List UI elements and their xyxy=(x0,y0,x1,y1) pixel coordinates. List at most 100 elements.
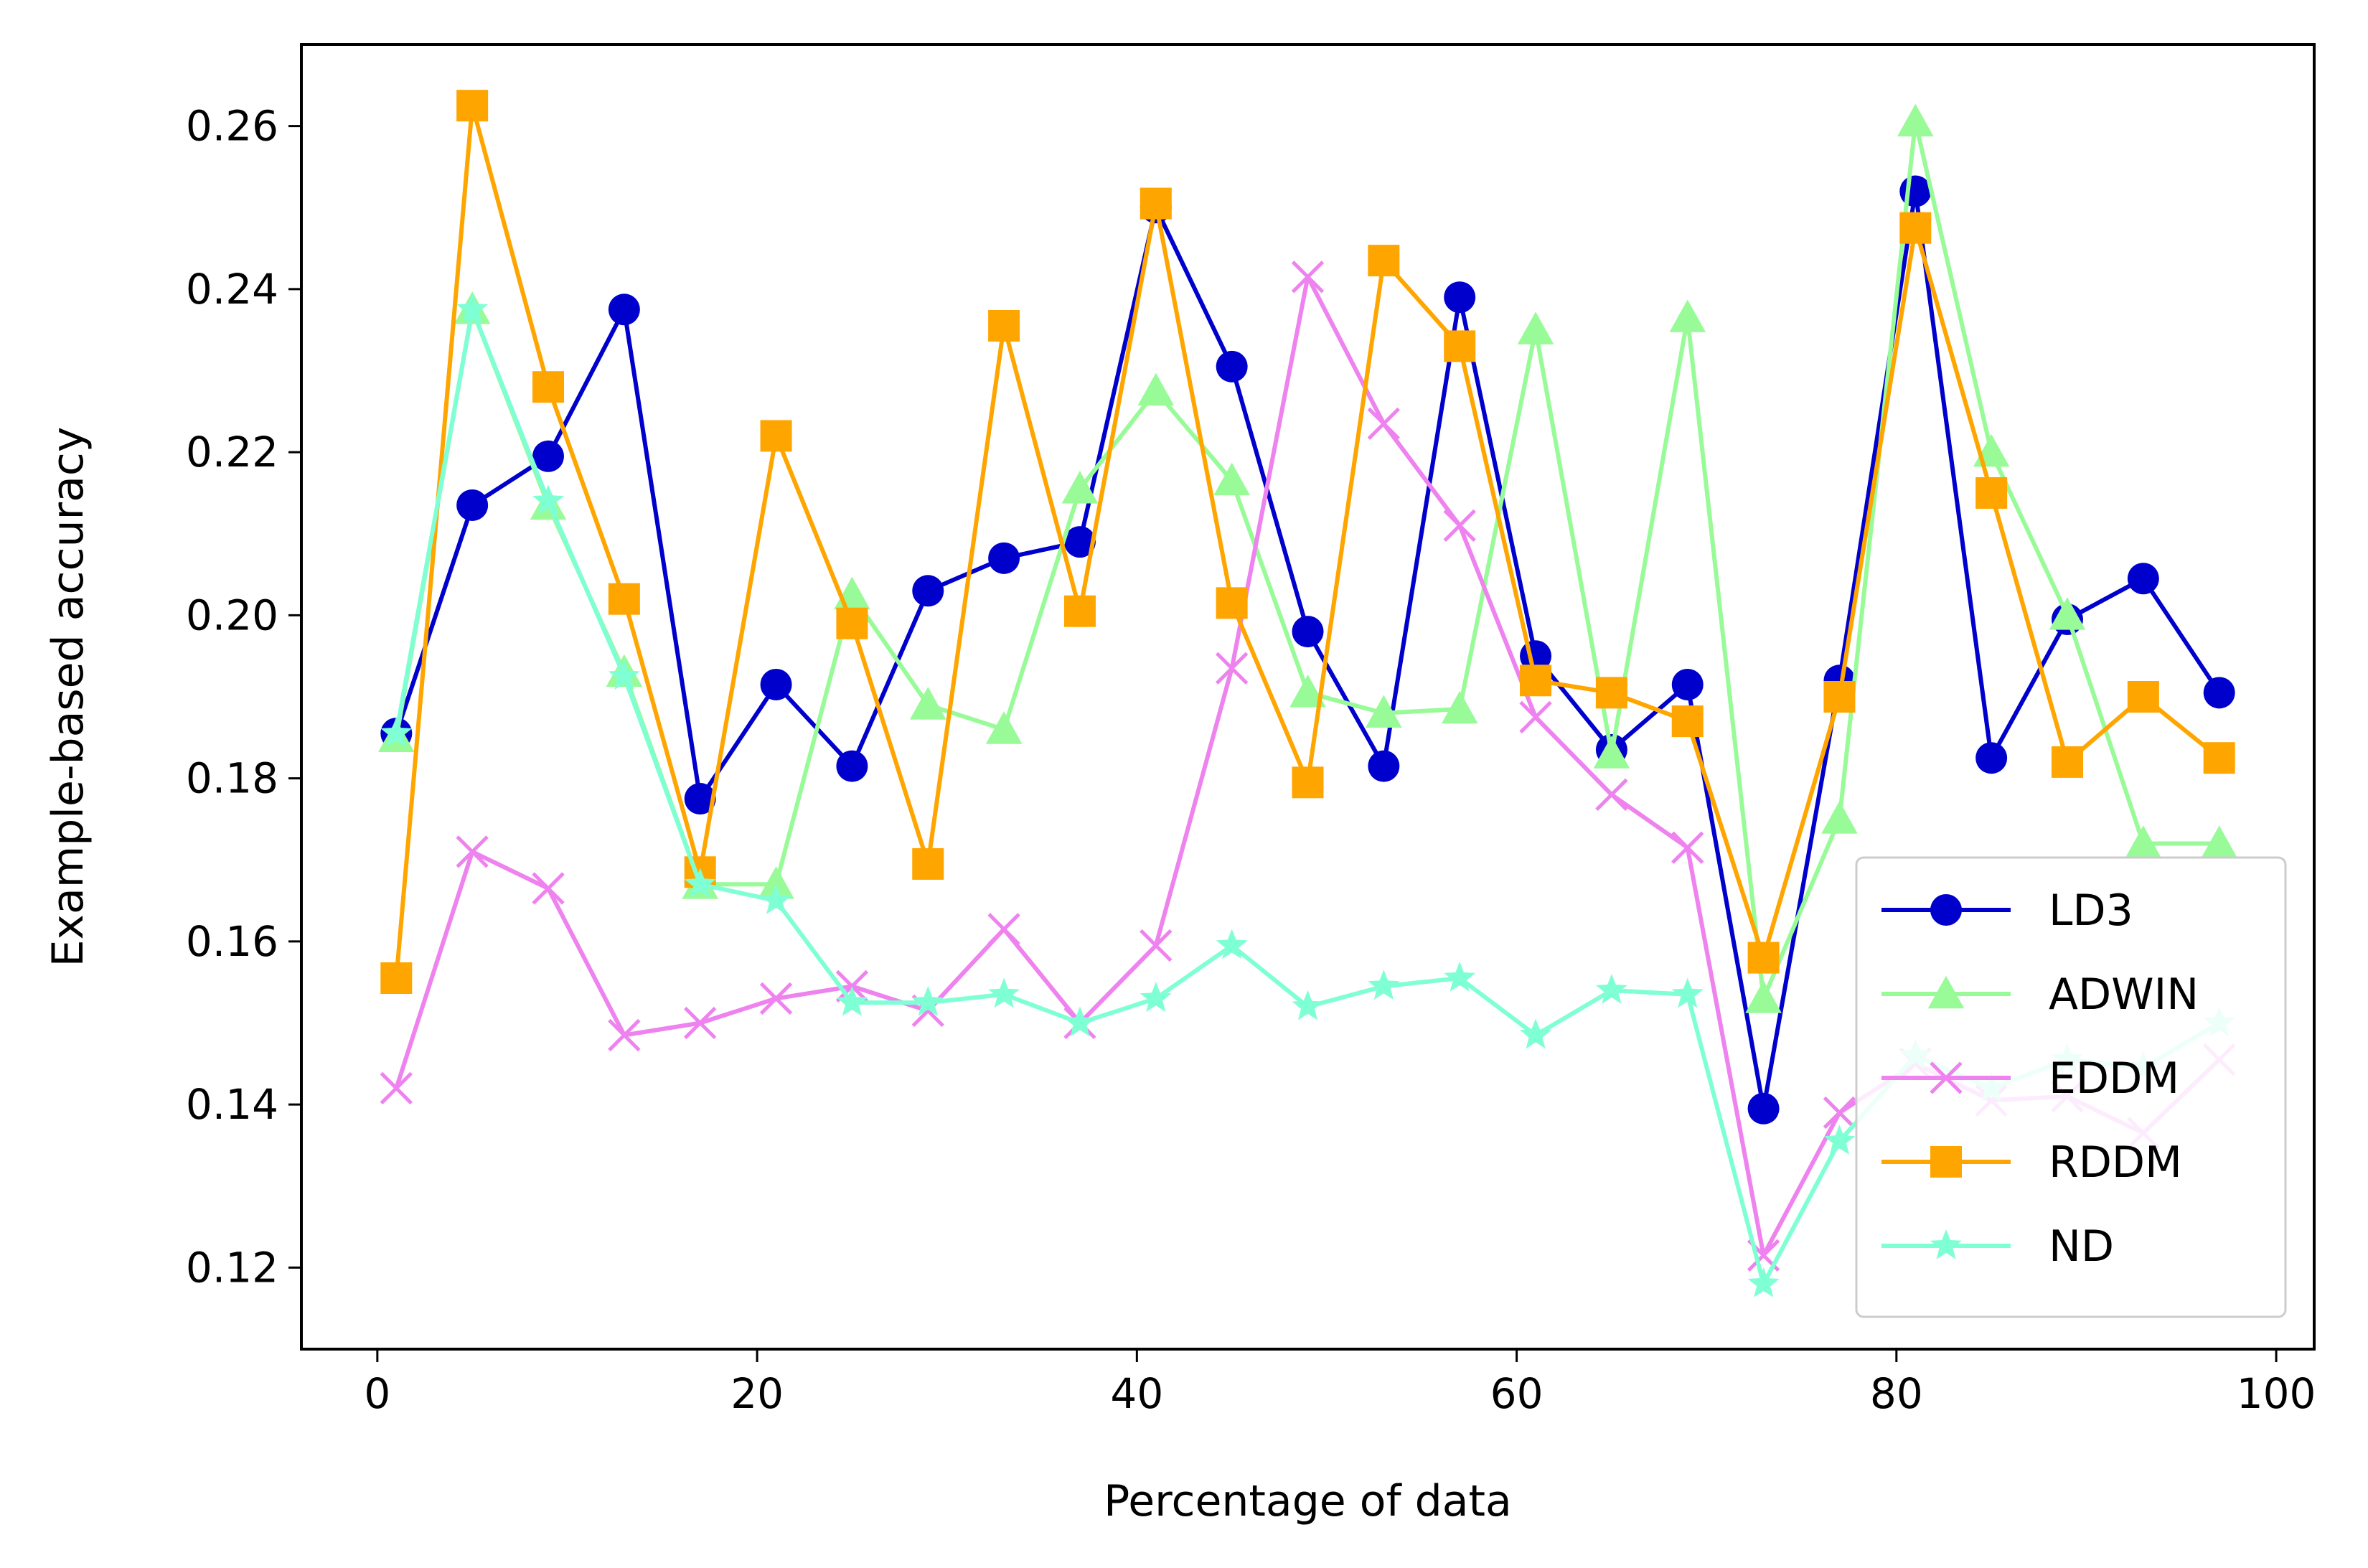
x-tick-label: 60 xyxy=(1490,1369,1544,1418)
triangle-marker xyxy=(1821,801,1858,834)
triangle-marker xyxy=(1669,299,1706,332)
triangle-marker xyxy=(1213,462,1250,496)
square-marker xyxy=(456,90,489,122)
square-marker xyxy=(1975,476,2008,509)
square-marker xyxy=(2203,742,2235,774)
circle-marker xyxy=(1899,175,1932,207)
x-axis-label: Percentage of data xyxy=(1104,1476,1512,1526)
square-marker xyxy=(760,420,792,452)
square-marker xyxy=(1595,677,1627,709)
circle-marker xyxy=(608,294,640,326)
star-marker xyxy=(1520,1018,1551,1049)
x-marker xyxy=(1595,778,1628,812)
x-marker xyxy=(684,1006,717,1040)
circle-marker xyxy=(1063,526,1096,558)
square-marker xyxy=(608,583,640,615)
legend-box xyxy=(1855,856,2287,1318)
legend-label: ADWIN xyxy=(2049,970,2199,1020)
circle-marker xyxy=(1292,616,1324,648)
star-marker xyxy=(1671,977,1704,1008)
square-marker xyxy=(1747,942,1780,974)
legend-item-eddm: EDDM xyxy=(1881,1053,2179,1104)
star-marker xyxy=(1747,1267,1780,1297)
x-marker xyxy=(1519,700,1552,734)
square-marker xyxy=(532,371,565,403)
legend-label: RDDM xyxy=(2049,1137,2182,1188)
legend: LD3 ADWIN EDDM RDDM ND xyxy=(1855,856,2287,1318)
square-marker xyxy=(988,310,1020,342)
square-marker xyxy=(1368,245,1400,277)
triangle-marker xyxy=(758,866,794,899)
star-marker xyxy=(1140,982,1172,1013)
circle-marker xyxy=(836,750,868,782)
legend-item-adwin: ADWIN xyxy=(1881,970,2199,1020)
circle-marker xyxy=(1930,894,1962,926)
circle-marker xyxy=(1747,1092,1780,1125)
triangle-marker xyxy=(1745,980,1782,1013)
square-marker xyxy=(1292,766,1324,799)
triangle-marker xyxy=(2049,597,2086,630)
star-marker xyxy=(988,977,1020,1008)
x-marker xyxy=(759,982,793,1015)
y-tick-label: 0.22 xyxy=(186,428,278,476)
square-marker xyxy=(380,962,413,995)
star-marker xyxy=(1595,974,1627,1004)
x-marker xyxy=(1140,929,1173,962)
square-marker xyxy=(1520,665,1552,697)
x-tick-label: 0 xyxy=(364,1369,390,1418)
star-marker xyxy=(1930,1229,1962,1259)
triangle-marker xyxy=(1441,690,1478,724)
triangle-marker xyxy=(909,687,946,720)
legend-label: LD3 xyxy=(2049,886,2133,936)
x-marker xyxy=(456,835,489,868)
circle-marker xyxy=(1975,742,2008,774)
circle-marker xyxy=(532,440,565,472)
y-axis-label: Example-based accuracy xyxy=(43,427,93,967)
triangle-marker xyxy=(1897,103,1934,137)
star-marker xyxy=(608,659,640,690)
circle-marker xyxy=(760,668,792,700)
square-marker xyxy=(1216,587,1248,619)
x-marker xyxy=(1823,1096,1856,1130)
square-marker xyxy=(912,848,944,880)
x-tick-label: 80 xyxy=(1870,1369,1923,1418)
square-marker xyxy=(836,607,868,639)
triangle-marker xyxy=(1289,675,1326,708)
x-marker xyxy=(1443,509,1476,543)
plot-frame xyxy=(300,43,2316,1351)
x-tick-label: 20 xyxy=(730,1369,784,1418)
circle-marker xyxy=(2127,563,2159,595)
square-marker xyxy=(1671,705,1704,738)
star-marker xyxy=(912,986,944,1016)
legend-label: EDDM xyxy=(2049,1053,2179,1104)
triangle-marker xyxy=(985,711,1023,744)
square-marker xyxy=(2051,746,2083,778)
circle-marker xyxy=(1444,281,1476,314)
triangle-marker xyxy=(1593,736,1630,769)
triangle-marker xyxy=(1061,470,1099,504)
y-axis: 0.12 0.14 0.16 0.18 0.20 0.22 0.24 0.26 xyxy=(186,102,301,1292)
triangle-marker xyxy=(1137,372,1175,406)
x-axis: 0 20 40 60 80 100 xyxy=(364,1349,2316,1418)
star-marker xyxy=(380,717,413,747)
circle-marker xyxy=(2203,677,2235,709)
x-marker xyxy=(987,913,1020,946)
x-marker xyxy=(1215,652,1249,685)
y-tick-label: 0.18 xyxy=(186,754,278,803)
y-tick-label: 0.20 xyxy=(186,591,278,639)
star-marker xyxy=(1823,1125,1856,1155)
circle-marker xyxy=(456,489,489,521)
star-marker xyxy=(1292,990,1324,1020)
square-marker xyxy=(1823,681,1856,713)
x-tick-label: 100 xyxy=(2237,1369,2316,1418)
square-marker xyxy=(1899,212,1932,244)
circle-marker xyxy=(912,575,944,607)
legend-item-nd: ND xyxy=(1881,1221,2114,1272)
triangle-marker xyxy=(2125,825,2162,858)
square-marker xyxy=(1140,187,1172,220)
circle-marker xyxy=(1671,668,1704,700)
triangle-marker xyxy=(1517,311,1554,344)
star-marker xyxy=(760,884,792,914)
square-marker xyxy=(2127,681,2159,713)
